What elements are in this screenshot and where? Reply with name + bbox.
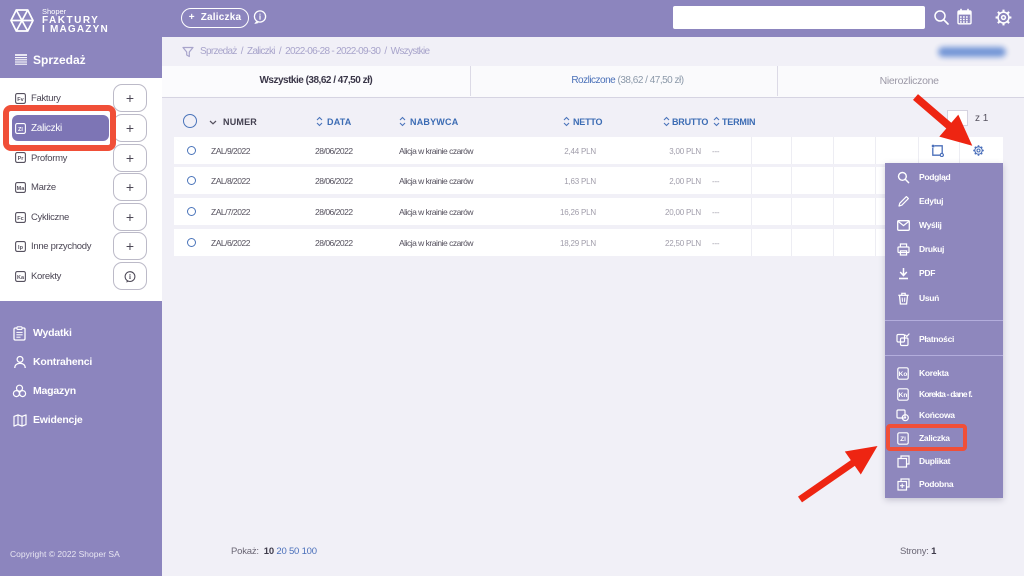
svg-text:Fc: Fc <box>17 216 23 222</box>
svg-text:Fv: Fv <box>17 97 24 103</box>
svg-text:Zl: Zl <box>18 127 23 133</box>
svg-text:Zl: Zl <box>900 436 906 443</box>
svg-text:i: i <box>259 12 262 21</box>
svg-text:Ip: Ip <box>18 245 24 251</box>
svg-text:Ma: Ma <box>17 186 26 192</box>
svg-text:i: i <box>129 273 131 281</box>
svg-text:Kn: Kn <box>899 392 908 399</box>
svg-text:Ko: Ko <box>899 371 908 378</box>
svg-text:Ka: Ka <box>17 275 25 281</box>
svg-text:Pr: Pr <box>18 156 25 162</box>
